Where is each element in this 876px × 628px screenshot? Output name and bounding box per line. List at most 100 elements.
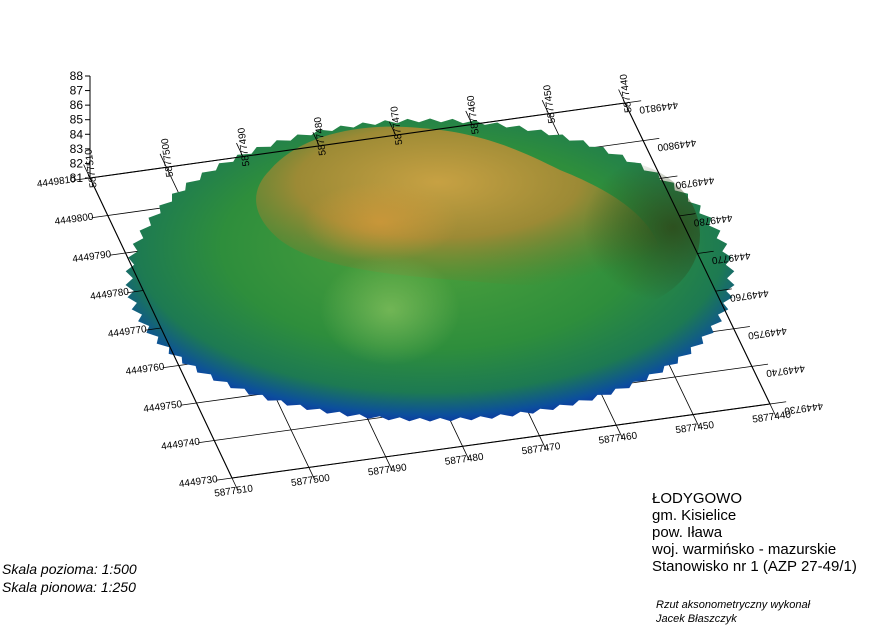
x-front-tick-label: 5877500 <box>290 473 331 489</box>
x-front-tick-label: 5877450 <box>675 420 716 436</box>
y-left-tick-label: 4449800 <box>54 212 95 228</box>
y-left-tick <box>180 402 197 406</box>
credits: Rzut aksonometryczny wykonał Jacek Błasz… <box>656 598 810 626</box>
y-right-tick-label: 4449790 <box>674 174 715 190</box>
y-left-tick-label: 4449770 <box>107 324 148 340</box>
y-right-tick-label: 4449740 <box>765 362 806 378</box>
x-front-tick-label: 5877480 <box>444 452 485 468</box>
y-right-tick <box>697 250 714 254</box>
scale-vertical: Skala pionowa: 1:250 <box>2 579 136 595</box>
y-right-tick-label: 4449810 <box>638 99 679 115</box>
y-left-tick <box>215 477 233 481</box>
x-back-tick <box>388 121 397 136</box>
y-left-tick <box>109 252 126 256</box>
x-back-tick-label: 5877490 <box>236 126 252 167</box>
x-back-tick <box>618 89 626 104</box>
y-left-tick <box>198 440 215 444</box>
y-right-tick <box>661 175 678 179</box>
y-left-tick <box>144 327 162 331</box>
x-front-tick-label: 5877510 <box>214 483 255 499</box>
y-left-tick-label: 4449730 <box>178 474 219 490</box>
credits-line-1: Rzut aksonometryczny wykonał <box>656 599 811 611</box>
y-right-tick-label: 4449800 <box>656 136 697 152</box>
terrain-glow <box>320 255 460 365</box>
y-left-tick <box>162 365 179 369</box>
y-right-tick-labels: 4449730 4449740 4449750 4449760 4449770 44497… <box>638 99 824 416</box>
credits-line-2: Jacek Błaszczyk <box>656 613 737 625</box>
site-id: Stanowisko nr 1 (AZP 27-49/1) <box>652 558 857 575</box>
y-right-tick <box>715 288 732 292</box>
x-back-tick-label: 5877460 <box>466 94 482 135</box>
terrain-surface <box>125 118 735 422</box>
z-tick-label: 84 <box>70 127 84 141</box>
x-front-tick-label: 5877440 <box>752 409 793 425</box>
y-right-tick-label: 4449780 <box>693 212 734 228</box>
y-left-tick-label: 4449790 <box>72 249 113 265</box>
y-right-tick <box>624 100 642 104</box>
y-left-tick-label: 4449750 <box>143 399 184 415</box>
y-right-tick <box>751 363 769 367</box>
x-back-tick-label: 5877500 <box>160 137 176 178</box>
z-tick-label: 86 <box>70 98 84 112</box>
y-right-tick-label: 4449730 <box>783 400 824 416</box>
x-back-tick <box>236 142 244 157</box>
y-right-tick-label: 4449760 <box>729 287 770 303</box>
y-right-tick <box>643 138 660 142</box>
site-info: ŁODYGOWO gm. Kisielice pow. Iława woj. w… <box>652 490 857 575</box>
z-tick-label: 88 <box>70 69 84 83</box>
x-back-tick <box>465 110 473 125</box>
terrain-shadow <box>520 160 700 310</box>
x-back-tick <box>312 132 320 147</box>
x-back-tick-label: 5877440 <box>618 73 634 114</box>
x-front-tick <box>615 424 624 439</box>
y-right-tick <box>679 213 696 217</box>
y-right-tick-label: 4449770 <box>711 249 752 265</box>
y-right-tick <box>769 401 787 405</box>
terrain-saddle <box>302 182 458 262</box>
grid-front <box>73 89 787 492</box>
x-back-tick <box>83 164 91 179</box>
site-voivodeship: woj. warmińsko - mazurskie <box>652 541 837 558</box>
z-tick-label: 85 <box>70 113 84 127</box>
z-tick-label: 87 <box>70 84 84 98</box>
z-tick-label: 82 <box>70 156 84 170</box>
site-county: pow. Iława <box>652 524 723 541</box>
x-front-tick-label: 5877460 <box>598 431 639 447</box>
x-back-tick-label: 5877450 <box>542 84 558 125</box>
x-back-tick-label: 5877510 <box>83 148 99 189</box>
y-right-tick-label: 4449750 <box>747 324 788 340</box>
x-front-tick <box>231 477 239 492</box>
frame-edge <box>89 102 626 179</box>
x-front-tick-label: 5877490 <box>367 462 408 478</box>
z-tick-label: 81 <box>70 171 84 185</box>
z-tick-label: 83 <box>70 142 84 156</box>
y-left-tick-label: 4449740 <box>161 437 202 453</box>
scale-horizontal: Skala pozioma: 1:500 <box>2 561 137 577</box>
x-front-tick <box>462 446 470 460</box>
x-front-tick <box>385 456 393 471</box>
x-back-tick <box>541 100 549 114</box>
x-front-tick <box>769 403 777 418</box>
frame-edge <box>231 403 771 479</box>
x-front-tick <box>308 467 316 482</box>
y-left-tick <box>127 290 144 294</box>
x-front-tick-labels: 5877510 5877500 5877490 5877480 5877470 58774… <box>214 409 793 499</box>
x-back-tick-label: 5877480 <box>313 116 329 157</box>
y-left-tick <box>91 215 108 219</box>
scale-info: Skala pozioma: 1:500 Skala pionowa: 1:25… <box>2 560 137 596</box>
x-front-tick <box>692 414 700 429</box>
x-back-tick <box>159 153 167 168</box>
y-left-tick-label: 4449780 <box>90 287 131 303</box>
site-name: ŁODYGOWO <box>652 490 743 507</box>
x-front-tick <box>539 435 547 450</box>
y-right-tick <box>733 326 750 330</box>
y-left-tick-label: 4449760 <box>125 362 166 378</box>
site-commune: gm. Kisielice <box>652 507 737 524</box>
x-front-tick-label: 5877470 <box>521 441 562 457</box>
y-left-tick-label: 4449810 <box>36 174 77 190</box>
y-left-tick-labels: 4449730 4449740 4449750 4449760 4449770 44497… <box>36 174 219 490</box>
x-back-tick-label: 5877470 <box>389 105 405 146</box>
x-back-tick-labels: 5877510 5877500 5877490 5877480 5877470 58774… <box>83 73 634 189</box>
